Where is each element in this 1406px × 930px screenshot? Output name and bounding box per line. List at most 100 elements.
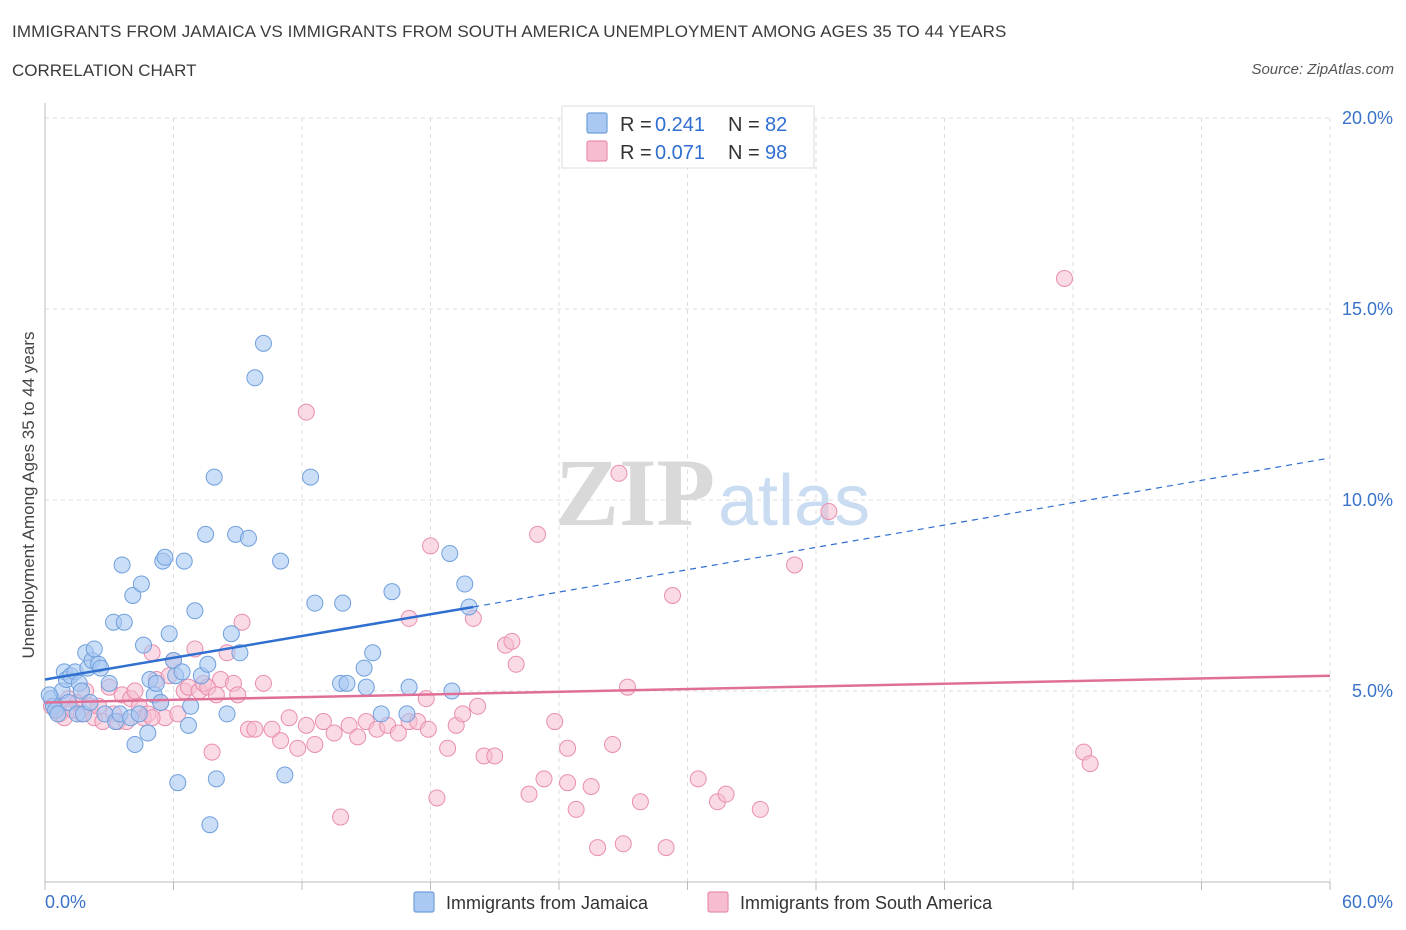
south-america-point <box>428 789 446 807</box>
watermark-zip: ZIP <box>555 439 715 546</box>
south-america-point <box>332 808 350 826</box>
south-america-point <box>520 785 538 803</box>
jamaica-point <box>456 575 474 593</box>
south-america-point <box>1081 755 1099 773</box>
south-america-point <box>657 839 675 857</box>
series-jamaica-points <box>40 334 478 834</box>
jamaica-point <box>443 682 461 700</box>
south-america-point <box>246 720 264 738</box>
south-america-point <box>503 632 521 650</box>
south-america-point <box>229 686 247 704</box>
jamaica-point <box>205 468 223 486</box>
jamaica-point <box>222 625 240 643</box>
jamaica-point <box>383 583 401 601</box>
south-america-point <box>325 724 343 742</box>
south-america-point <box>604 735 622 753</box>
stats-legend: R = 0.241 N = 82 R = 0.071 N = 98 <box>561 105 815 169</box>
chart-subtitle: CORRELATION CHART <box>12 61 197 80</box>
south-america-point <box>786 556 804 574</box>
south-america-point <box>631 793 649 811</box>
jamaica-point <box>218 705 236 723</box>
trend-line-jamaica-extension <box>473 457 1331 608</box>
jamaica-point <box>173 663 191 681</box>
jamaica-point <box>132 575 150 593</box>
trend-line-south-america <box>44 674 1331 704</box>
jamaica-point <box>254 334 272 352</box>
south-america-point <box>280 709 298 727</box>
jamaica-point <box>126 735 144 753</box>
jamaica-point <box>169 774 187 792</box>
y-tick-label-3: 20.0% <box>1342 108 1393 128</box>
jamaica-point <box>139 724 157 742</box>
jamaica-point <box>207 770 225 788</box>
axis-tick-labels: 5.0% 10.0% 15.0% 20.0% 0.0% 60.0% <box>45 108 1393 912</box>
south-america-point <box>546 713 564 731</box>
source-credit: Source: ZipAtlas.com <box>1251 61 1394 78</box>
y-tick-label-0: 5.0% <box>1352 681 1393 701</box>
jamaica-point <box>179 716 197 734</box>
south-america-point <box>297 403 315 421</box>
jamaica-point <box>201 816 219 834</box>
jamaica-point <box>124 587 142 604</box>
south-america-point <box>610 464 628 482</box>
jamaica-point <box>306 594 324 612</box>
jamaica-point <box>113 556 131 574</box>
stats-r-value-jamaica: 0.241 <box>655 114 705 136</box>
stats-r-label-south-america: R = <box>620 142 652 164</box>
stats-n-label-south-america: N = <box>728 142 760 164</box>
stats-n-value-jamaica: 82 <box>765 114 787 136</box>
x-tick-label-0: 0.0% <box>45 892 86 912</box>
south-america-point <box>689 770 707 788</box>
south-america-point <box>535 770 553 788</box>
south-america-point <box>297 716 315 734</box>
south-america-point <box>233 613 251 631</box>
south-america-point <box>529 525 547 543</box>
jamaica-point <box>130 705 148 723</box>
south-america-point <box>619 678 637 696</box>
south-america-point <box>263 720 281 738</box>
jamaica-point <box>355 659 373 677</box>
jamaica-point <box>231 644 249 662</box>
south-america-point <box>454 705 472 723</box>
south-america-point <box>820 502 838 520</box>
jamaica-point <box>147 674 165 692</box>
jamaica-point <box>197 525 215 543</box>
south-america-point <box>469 697 487 715</box>
south-america-point <box>306 735 324 753</box>
y-tick-label-1: 10.0% <box>1342 490 1393 510</box>
south-america-point <box>289 739 307 757</box>
jamaica-point <box>276 766 294 784</box>
legend-label-south-america: Immigrants from South America <box>740 893 993 913</box>
jamaica-point <box>239 529 257 547</box>
south-america-point <box>340 716 358 734</box>
stats-r-value-south-america: 0.071 <box>655 142 705 164</box>
jamaica-point <box>246 369 264 387</box>
jamaica-point <box>199 655 217 673</box>
jamaica-point <box>400 678 418 696</box>
south-america-point <box>417 690 435 708</box>
jamaica-point <box>372 705 390 723</box>
jamaica-point <box>175 552 193 570</box>
jamaica-point <box>186 602 204 620</box>
south-america-point <box>486 747 504 765</box>
south-america-point <box>717 785 735 803</box>
jamaica-point <box>152 693 170 711</box>
jamaica-point <box>334 594 352 612</box>
south-america-point <box>272 732 290 750</box>
south-america-point <box>582 778 600 795</box>
south-america-point <box>664 587 682 604</box>
south-america-point <box>203 743 221 761</box>
south-america-point <box>439 739 457 757</box>
jamaica-point <box>302 468 320 486</box>
legend-swatch-south-america <box>707 891 729 913</box>
jamaica-point <box>364 644 382 662</box>
south-america-point <box>751 800 769 818</box>
stats-swatch-south-america <box>586 140 608 162</box>
jamaica-point <box>441 544 459 562</box>
stats-r-label-jamaica: R = <box>620 114 652 136</box>
south-america-point <box>559 739 577 757</box>
jamaica-point <box>156 548 174 566</box>
south-america-point <box>389 724 407 742</box>
jamaica-point <box>160 625 178 643</box>
bottom-legend: Immigrants from Jamaica Immigrants from … <box>413 891 993 913</box>
